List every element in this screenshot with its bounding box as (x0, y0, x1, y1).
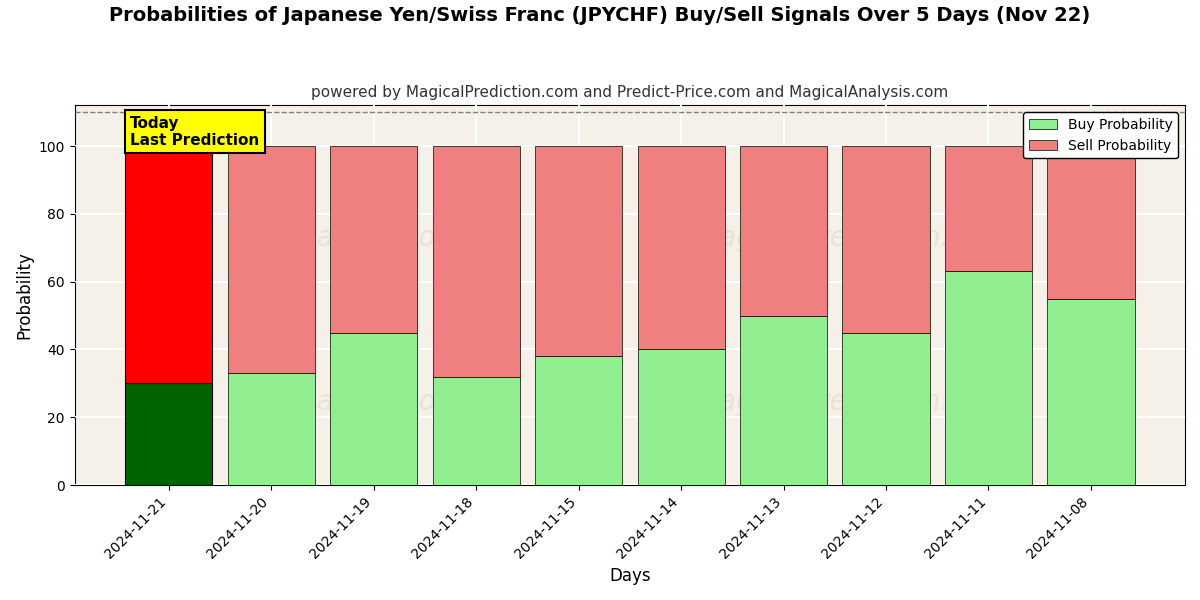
Bar (535, 146, 622, 356)
Bar (432, 377, 520, 485)
Title: powered by MagicalPrediction.com and Predict-Price.com and MagicalAnalysis.com: powered by MagicalPrediction.com and Pre… (311, 85, 948, 100)
Text: MagicalPrediction.com: MagicalPrediction.com (695, 388, 1009, 416)
Bar (330, 146, 418, 332)
Bar (330, 332, 418, 485)
Y-axis label: Probability: Probability (16, 251, 34, 339)
Bar (842, 146, 930, 332)
Bar (125, 146, 212, 383)
Bar (432, 146, 520, 377)
Bar (944, 146, 1032, 271)
Bar (740, 146, 827, 316)
Text: Today
Last Prediction: Today Last Prediction (131, 116, 259, 148)
Bar (944, 271, 1032, 485)
X-axis label: Days: Days (610, 567, 650, 585)
Bar (1048, 146, 1134, 299)
Bar (1048, 299, 1134, 485)
Bar (637, 349, 725, 485)
Bar (740, 316, 827, 485)
Legend: Buy Probability, Sell Probability: Buy Probability, Sell Probability (1024, 112, 1178, 158)
Text: calAnalysis.com: calAnalysis.com (241, 224, 463, 252)
Text: MagicalPrediction.com: MagicalPrediction.com (695, 224, 1009, 252)
Bar (228, 146, 314, 373)
Text: Probabilities of Japanese Yen/Swiss Franc (JPYCHF) Buy/Sell Signals Over 5 Days : Probabilities of Japanese Yen/Swiss Fran… (109, 6, 1091, 25)
Text: calAnalysis.com: calAnalysis.com (241, 388, 463, 416)
Bar (228, 373, 314, 485)
Bar (637, 146, 725, 349)
Bar (842, 332, 930, 485)
Bar (535, 356, 622, 485)
Bar (125, 383, 212, 485)
